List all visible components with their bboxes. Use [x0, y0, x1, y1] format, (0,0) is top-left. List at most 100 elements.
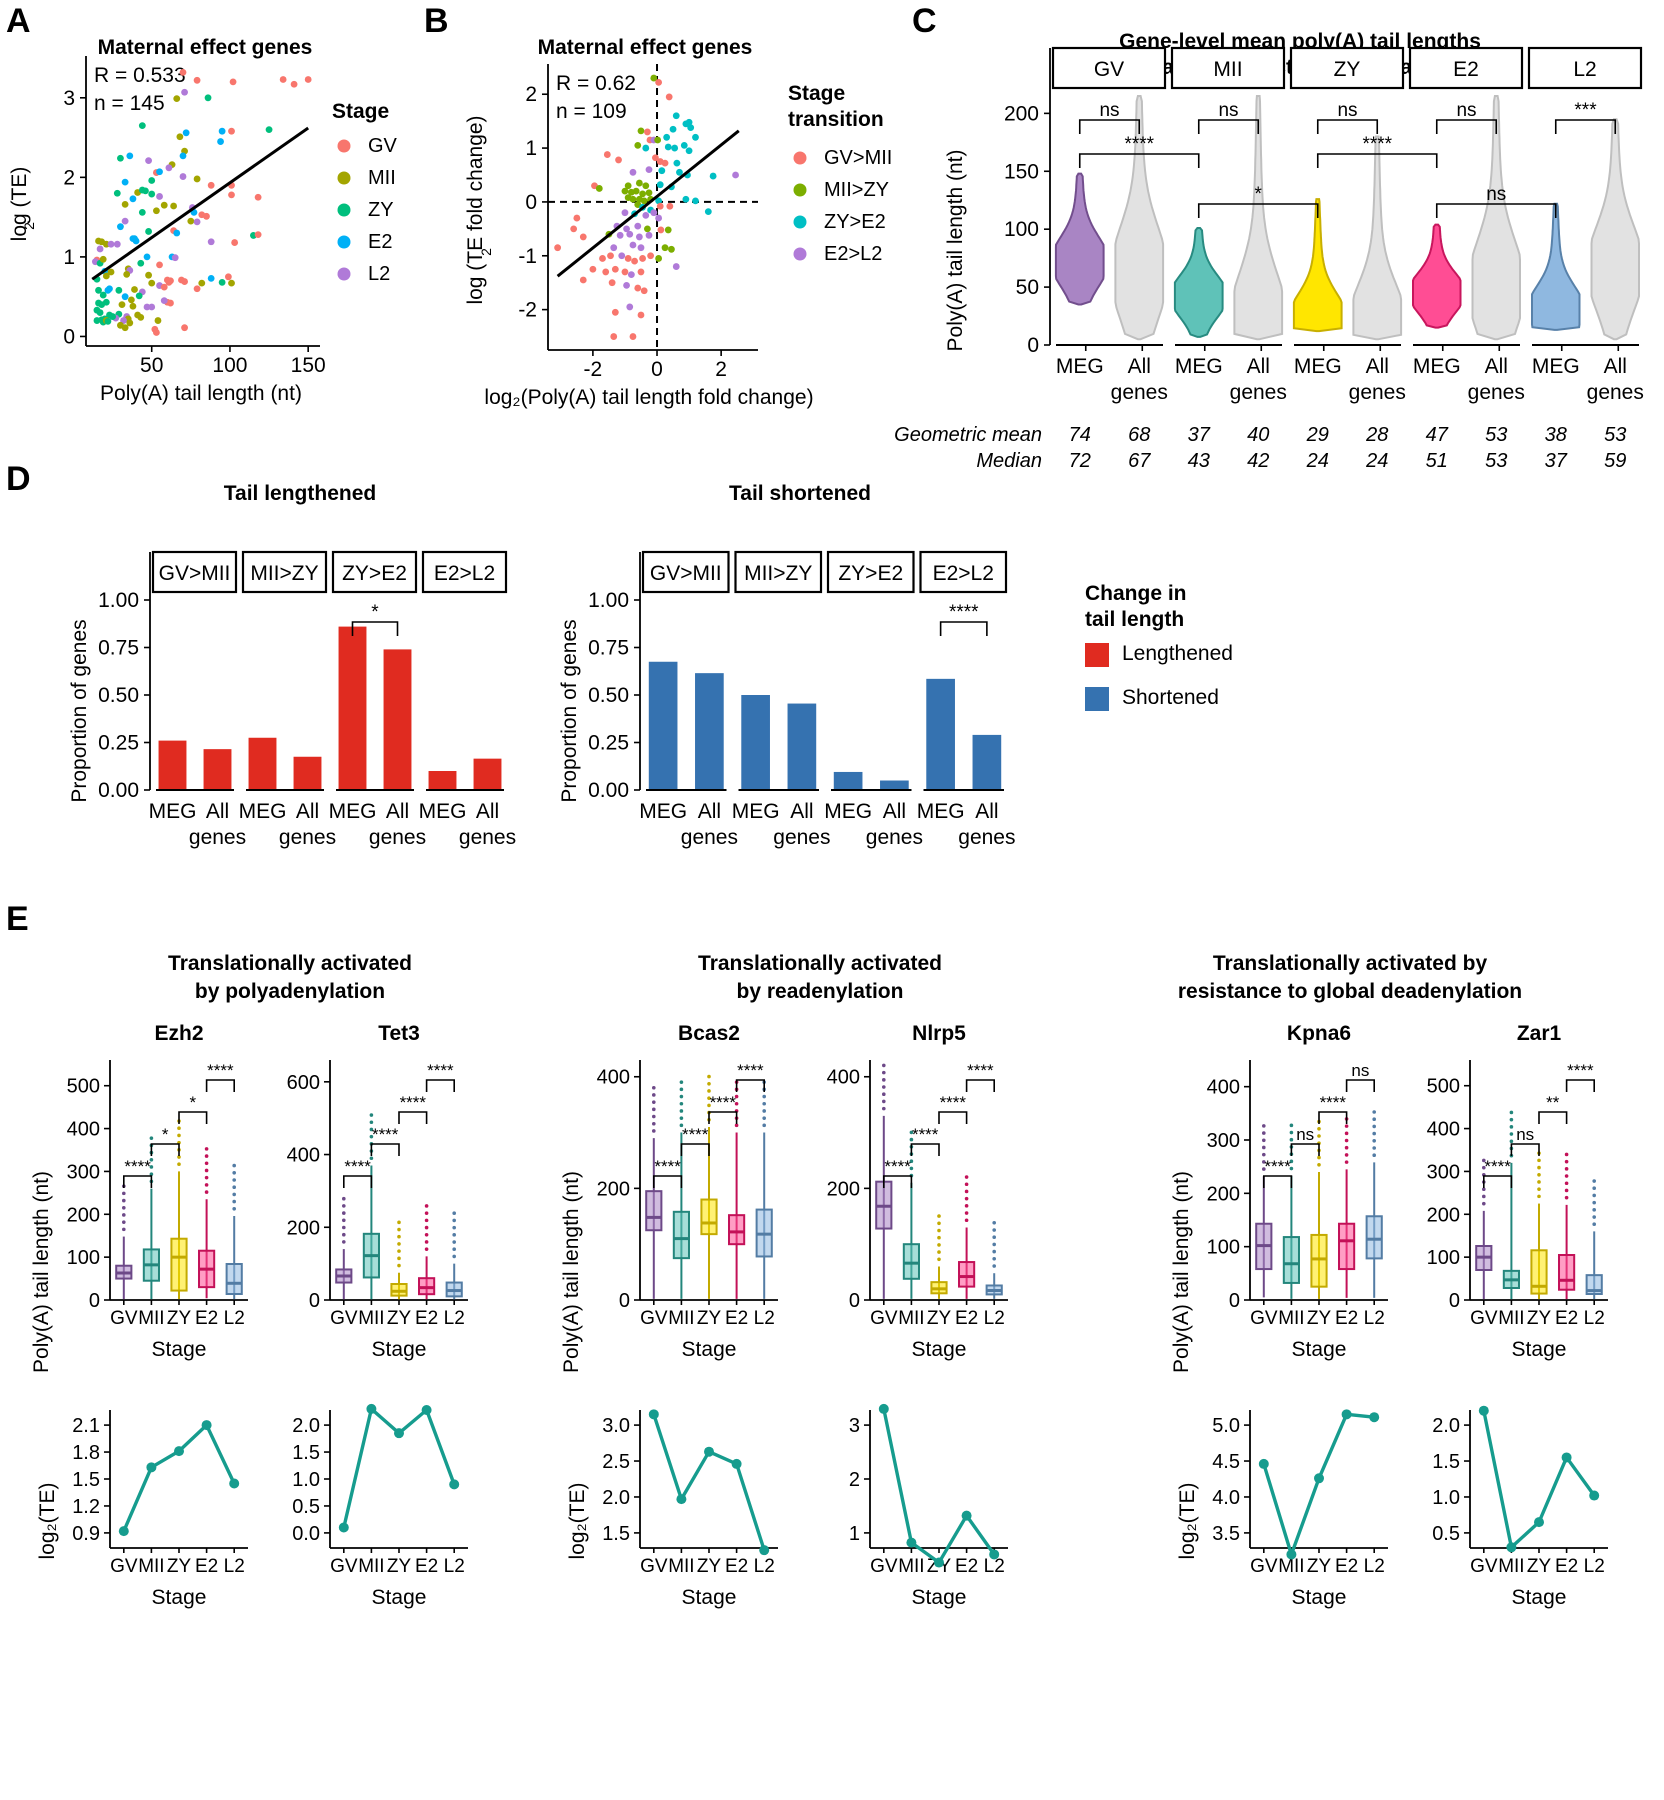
stat-value: 28: [1365, 424, 1388, 446]
significance-bracket: ns: [1197, 100, 1260, 134]
box-outlier: [882, 1092, 886, 1097]
box-outlier: [1592, 1208, 1596, 1212]
y-tick-label: 2.0: [292, 1415, 320, 1437]
scatter-point: [228, 127, 235, 135]
y-tick-label: 0: [1027, 334, 1039, 357]
line-data-point: [1561, 1452, 1572, 1463]
x-tick-label-E2: E2: [195, 1308, 218, 1329]
significance-label: ****: [949, 602, 979, 623]
x-axis-label: Stage: [1292, 1586, 1347, 1609]
y-tick-label: 2: [63, 166, 75, 189]
legend-label-Lengthened: Lengthened: [1122, 642, 1233, 665]
group-title-line1: Translationally activated: [698, 952, 942, 975]
scatter-point: [603, 151, 611, 158]
box-outlier: [652, 1107, 656, 1112]
scatter-point: [148, 190, 156, 198]
box-outlier: [452, 1240, 457, 1244]
box-outlier: [1344, 1160, 1349, 1164]
box-outlier: [1289, 1159, 1294, 1164]
x-axis-label: Stage: [372, 1586, 427, 1609]
scatter-point: [650, 74, 658, 82]
line-data-point: [759, 1545, 770, 1556]
y-tick-label: 0.25: [98, 732, 139, 755]
box-outlier: [1592, 1222, 1596, 1227]
box-outlier: [734, 1101, 739, 1106]
box-outlier: [342, 1232, 346, 1237]
y-tick-label: 0.00: [98, 779, 139, 802]
scatter-point: [121, 217, 129, 225]
x-tick-label-meg: MEG: [917, 800, 965, 823]
panel-a-legend: Stage GV MII ZY E2 L2: [332, 100, 398, 285]
scatter-point: [179, 68, 187, 76]
scatter-point: [626, 230, 634, 238]
panel-letter-e: E: [6, 900, 29, 938]
stat-value: 37: [1188, 424, 1211, 446]
scatter-point: [160, 297, 168, 305]
box-outlier: [1317, 1155, 1321, 1160]
scatter-point: [96, 245, 104, 253]
box-outlier: [679, 1116, 684, 1120]
x-tick-label-E2: E2: [1555, 1308, 1578, 1329]
x-tick-sublabel-genes: genes: [279, 826, 336, 849]
scatter-point: [145, 228, 152, 235]
box-outlier: [1537, 1187, 1541, 1191]
x-tick-label-GV: GV: [870, 1308, 898, 1329]
bar-E2>L2-MEG: [428, 771, 457, 790]
scatter-point: [107, 268, 115, 276]
x-tick-label-MII: MII: [898, 1556, 924, 1577]
line-data-point: [449, 1479, 460, 1490]
x-tick-label-GV: GV: [870, 1556, 898, 1577]
stat-value: 42: [1247, 450, 1269, 472]
box-outlier: [122, 1191, 126, 1196]
box-outlier: [424, 1232, 429, 1237]
x-tick-label-meg: MEG: [1532, 355, 1580, 378]
y-tick-label: 1.5: [602, 1523, 630, 1545]
box-outlier: [149, 1165, 154, 1169]
y-tick-label: 1.2: [72, 1496, 100, 1518]
x-tick-label-meg: MEG: [639, 800, 687, 823]
scatter-point: [637, 268, 645, 276]
legend-label-L2: L2: [368, 263, 390, 285]
box-body-MII: [902, 1243, 920, 1280]
scatter-point: [137, 313, 145, 321]
facet-label-MII>ZY: MII>ZY: [744, 562, 812, 585]
scatter-point: [621, 268, 629, 276]
x-tick-sublabel-genes: genes: [1230, 381, 1287, 404]
x-tick-sublabel-genes: genes: [369, 826, 426, 849]
significance-label: ****: [654, 1157, 681, 1176]
scatter-point: [187, 217, 195, 225]
bracket-line: [680, 1143, 710, 1156]
scatter-point: [661, 159, 669, 167]
x-tick-label-L2: L2: [1364, 1556, 1385, 1577]
box-outlier: [232, 1199, 236, 1204]
legend-swatch-Shortened: [1085, 687, 1109, 711]
scatter-point: [704, 208, 712, 216]
scatter-point: [290, 80, 298, 88]
facet-label-box: [919, 550, 1008, 594]
significance-label: ****: [912, 1125, 939, 1144]
scatter-point: [687, 124, 695, 132]
significance-label: ****: [737, 1061, 764, 1080]
y-tick-label: 4.0: [1212, 1487, 1240, 1509]
scatter-point: [640, 287, 648, 295]
scatter-point: [618, 252, 626, 260]
box-outlier: [909, 1130, 914, 1135]
box-outlier: [424, 1211, 429, 1215]
box-outlier: [424, 1218, 429, 1223]
significance-bracket: ****: [735, 1061, 765, 1092]
scatter-point: [732, 171, 739, 179]
bracket-line: [939, 621, 988, 636]
scatter-point: [156, 261, 163, 269]
box-outlier: [452, 1254, 457, 1259]
bracket-line: [1290, 1143, 1320, 1156]
scatter-point: [167, 277, 174, 285]
y-tick-label: 0.0: [292, 1523, 320, 1545]
y-tick-label: 400: [287, 1145, 320, 1167]
scatter-point: [589, 265, 597, 273]
scatter-point: [154, 317, 162, 324]
significance-label: *: [189, 1093, 196, 1112]
scatter-point: [173, 229, 181, 237]
box-outlier: [1344, 1124, 1349, 1128]
box-outlier: [369, 1113, 374, 1117]
box-outlier: [679, 1080, 684, 1084]
